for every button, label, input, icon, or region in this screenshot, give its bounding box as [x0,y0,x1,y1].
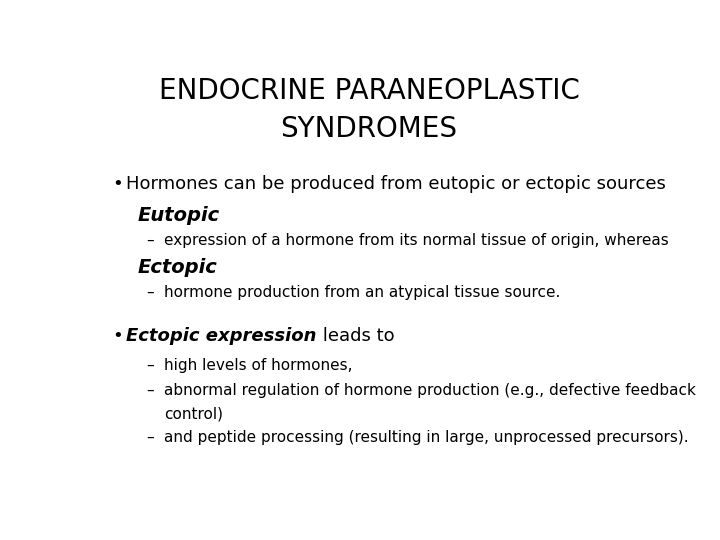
Text: SYNDROMES: SYNDROMES [281,114,457,143]
Text: –: – [145,430,153,445]
Text: Ectopic expression: Ectopic expression [126,327,317,345]
Text: –: – [145,285,153,300]
Text: Hormones can be produced from eutopic or ectopic sources: Hormones can be produced from eutopic or… [126,175,666,193]
Text: •: • [112,327,123,345]
Text: –: – [145,383,153,398]
Text: ENDOCRINE PARANEOPLASTIC: ENDOCRINE PARANEOPLASTIC [158,77,580,105]
Text: and peptide processing (resulting in large, unprocessed precursors).: and peptide processing (resulting in lar… [163,430,688,445]
Text: control): control) [163,407,222,422]
Text: hormone production from an atypical tissue source.: hormone production from an atypical tiss… [163,285,560,300]
Text: Eutopic: Eutopic [138,206,220,225]
Text: –: – [145,233,153,248]
Text: abnormal regulation of hormone production (e.g., defective feedback: abnormal regulation of hormone productio… [163,383,696,398]
Text: expression of a hormone from its normal tissue of origin, whereas: expression of a hormone from its normal … [163,233,668,248]
Text: Ectopic: Ectopic [138,258,217,277]
Text: high levels of hormones,: high levels of hormones, [163,358,352,373]
Text: leads to: leads to [317,327,395,345]
Text: –: – [145,358,153,373]
Text: •: • [112,175,123,193]
